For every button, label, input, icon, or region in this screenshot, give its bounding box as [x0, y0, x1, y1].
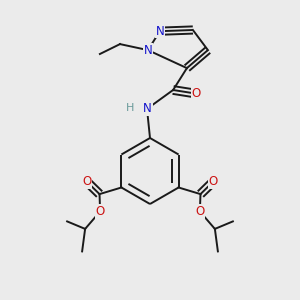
Text: O: O — [195, 205, 205, 218]
Text: N: N — [155, 25, 164, 38]
Text: O: O — [209, 175, 218, 188]
Text: N: N — [143, 102, 152, 116]
Text: O: O — [95, 205, 105, 218]
Text: N: N — [143, 44, 152, 57]
Text: O: O — [191, 87, 200, 100]
Text: H: H — [126, 103, 135, 113]
Text: O: O — [82, 175, 91, 188]
